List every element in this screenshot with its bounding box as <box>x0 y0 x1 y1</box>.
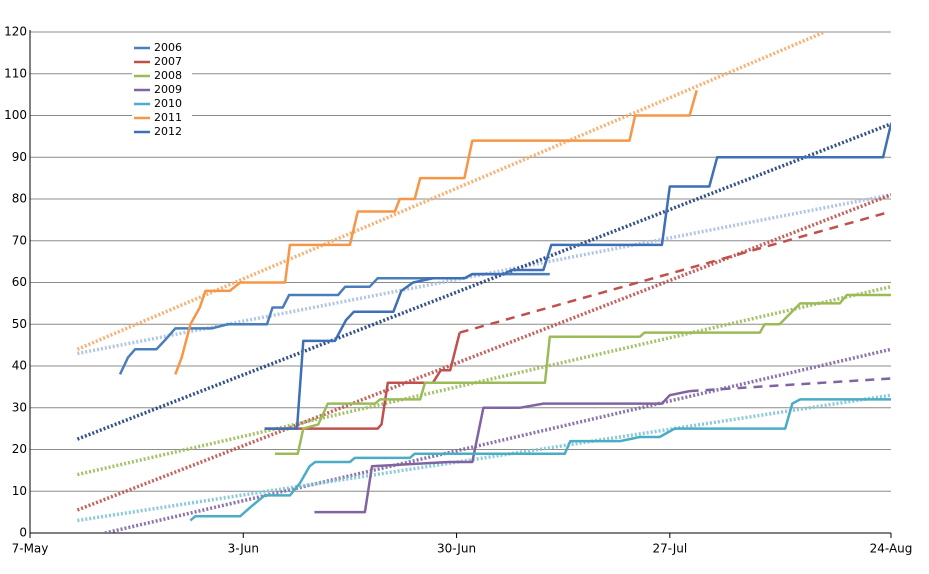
legend-label: 2006 <box>154 41 182 54</box>
legend-label: 2011 <box>154 111 182 124</box>
series-line <box>118 272 550 375</box>
y-tick-label: 90 <box>12 150 27 164</box>
legend-label: 2007 <box>154 55 182 68</box>
y-tick-label: 70 <box>12 233 27 247</box>
x-tick-label: 7-May <box>12 542 49 556</box>
x-tick-label: 27-Jul <box>652 542 687 556</box>
series-line <box>314 389 690 514</box>
y-tick-label: 100 <box>4 108 27 122</box>
x-tick-label: 30-Jun <box>437 542 476 556</box>
series-line <box>174 90 698 375</box>
plot <box>76 32 891 533</box>
trend-line <box>104 347 891 533</box>
x-tick-label: 24-Aug <box>870 542 913 556</box>
trend-line <box>77 393 891 523</box>
y-tick-label: 120 <box>4 25 27 39</box>
legend-label: 2010 <box>154 97 182 110</box>
y-tick-label: 30 <box>12 400 27 414</box>
y-tick-label: 0 <box>19 526 27 540</box>
series-line <box>264 332 461 430</box>
y-tick-label: 50 <box>12 317 27 331</box>
y-tick-label: 10 <box>12 484 27 498</box>
legend-label: 2009 <box>154 83 182 96</box>
projection-line <box>459 210 891 334</box>
legend-box <box>132 40 192 144</box>
trend-line <box>76 193 891 512</box>
legend-label: 2008 <box>154 69 182 82</box>
series-line <box>189 398 891 522</box>
trend-line <box>76 32 826 351</box>
y-tick-label: 80 <box>12 192 27 206</box>
trend-line <box>77 284 891 477</box>
y-tick-label: 60 <box>12 275 27 289</box>
series-line <box>274 293 891 455</box>
y-tick-label: 40 <box>12 359 27 373</box>
legend-label: 2012 <box>154 125 182 138</box>
trend-line <box>76 122 891 441</box>
y-tick-label: 20 <box>12 442 27 456</box>
series-line <box>264 123 891 430</box>
projection-line <box>689 377 891 393</box>
x-tick-label: 3-Jun <box>228 542 259 556</box>
y-tick-label: 110 <box>4 66 27 80</box>
